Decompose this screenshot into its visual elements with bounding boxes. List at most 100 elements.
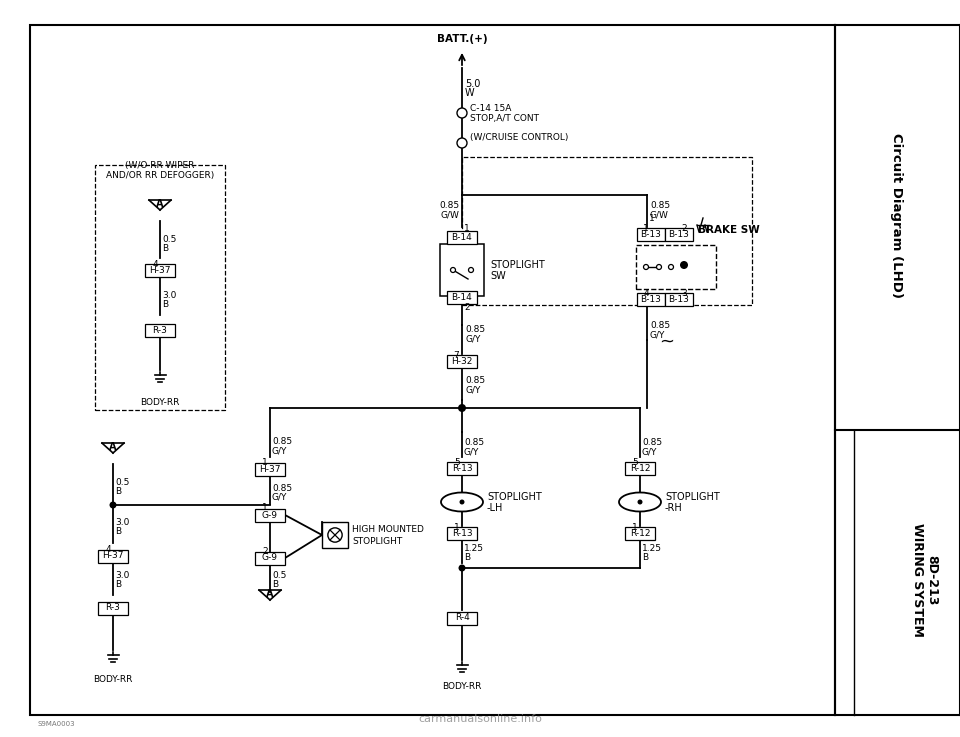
Text: H-37: H-37 [149,265,171,274]
Text: R-3: R-3 [106,604,120,612]
Text: W: W [465,88,474,97]
Bar [447,461,477,475]
Text: G-9: G-9 [262,511,278,520]
Bar [665,293,693,306]
Text: S9MA0003: S9MA0003 [38,721,76,727]
Text: A: A [109,442,117,452]
Text: WIRING SYSTEM: WIRING SYSTEM [910,523,924,637]
Text: 1: 1 [643,223,649,232]
Text: B-13: B-13 [640,295,661,304]
Text: 0.85: 0.85 [465,325,485,334]
Text: G/Y: G/Y [465,334,480,343]
Text: 0.85: 0.85 [272,437,292,446]
Text: B: B [464,553,470,562]
Text: 8D-213: 8D-213 [925,555,939,605]
Circle shape [657,265,661,270]
Text: B-13: B-13 [668,229,689,239]
Text: AND/OR RR DEFOGGER): AND/OR RR DEFOGGER) [106,171,214,180]
Text: -LH: -LH [487,503,503,513]
Text: 4: 4 [643,288,649,298]
Text: B: B [115,580,121,589]
Text: 1.25: 1.25 [464,544,484,553]
Text: SW: SW [490,271,506,281]
Text: A: A [156,199,164,209]
Text: R-4: R-4 [455,613,469,623]
Text: G/W: G/W [440,210,459,219]
Bar [98,601,128,615]
Bar [625,461,655,475]
Bar [447,290,477,304]
Text: BODY-RR: BODY-RR [93,675,132,684]
Text: STOP,A/T CONT: STOP,A/T CONT [470,113,539,122]
Circle shape [680,261,688,269]
Text: 0.85: 0.85 [272,484,292,493]
Circle shape [637,500,642,505]
Text: 3.0: 3.0 [115,518,130,527]
Bar [255,551,285,565]
Text: G/W: G/W [650,210,669,219]
Text: 4: 4 [106,545,111,554]
Text: R-3: R-3 [153,326,167,335]
Text: STOPLIGHT: STOPLIGHT [665,492,720,502]
Text: B: B [115,487,121,496]
Circle shape [643,265,649,270]
Text: 2: 2 [262,548,268,556]
Bar [637,228,665,240]
Bar [145,324,175,337]
Circle shape [109,501,116,509]
Text: carmanualsonline.info: carmanualsonline.info [418,714,542,724]
Text: B: B [272,580,278,589]
Text: 5: 5 [454,458,460,467]
Text: 0.85: 0.85 [439,201,459,210]
Text: 2: 2 [681,223,686,232]
Bar [255,463,285,475]
Circle shape [328,528,342,542]
Text: 1.25: 1.25 [642,544,662,553]
Bar [95,165,225,410]
Text: BODY-RR: BODY-RR [140,398,180,407]
Text: STOPLIGHT: STOPLIGHT [490,260,544,270]
Circle shape [468,268,473,273]
Text: R-13: R-13 [452,464,472,472]
Text: 7: 7 [453,351,459,360]
Text: 0.85: 0.85 [464,438,484,447]
Text: 2: 2 [464,302,469,312]
Circle shape [457,108,467,118]
Bar [447,612,477,624]
Text: G/Y: G/Y [272,446,287,455]
Text: 3.0: 3.0 [162,291,177,300]
Bar [636,245,716,289]
Text: B-14: B-14 [451,232,472,242]
Bar [447,354,477,368]
Circle shape [457,138,467,148]
Text: B: B [642,553,648,562]
Text: G-9: G-9 [262,553,278,562]
Text: 3: 3 [681,288,686,298]
Bar [145,264,175,276]
Text: 1: 1 [262,503,268,512]
Text: 5.0: 5.0 [465,79,480,88]
Text: B-13: B-13 [640,229,661,239]
Text: 1: 1 [633,523,638,531]
Text: 0.85: 0.85 [642,438,662,447]
Text: 0.85: 0.85 [650,201,670,210]
Text: 0.5: 0.5 [115,478,130,487]
Ellipse shape [441,492,483,511]
Text: Circuit Diagram (LHD): Circuit Diagram (LHD) [891,133,903,298]
Text: R-12: R-12 [630,528,650,537]
Text: G/Y: G/Y [465,385,480,394]
Circle shape [460,500,465,505]
Circle shape [450,268,455,273]
Bar [462,157,752,305]
Text: 5: 5 [633,458,638,467]
Text: C-14 15A: C-14 15A [470,103,512,113]
Bar [665,228,693,240]
Text: G/Y: G/Y [642,447,658,456]
Circle shape [458,404,466,412]
Bar [322,522,348,548]
Ellipse shape [619,492,661,511]
Text: 0.85: 0.85 [650,321,670,330]
Text: B: B [162,244,168,253]
Text: (W/CRUISE CONTROL): (W/CRUISE CONTROL) [470,133,568,142]
Text: 1: 1 [454,523,460,531]
